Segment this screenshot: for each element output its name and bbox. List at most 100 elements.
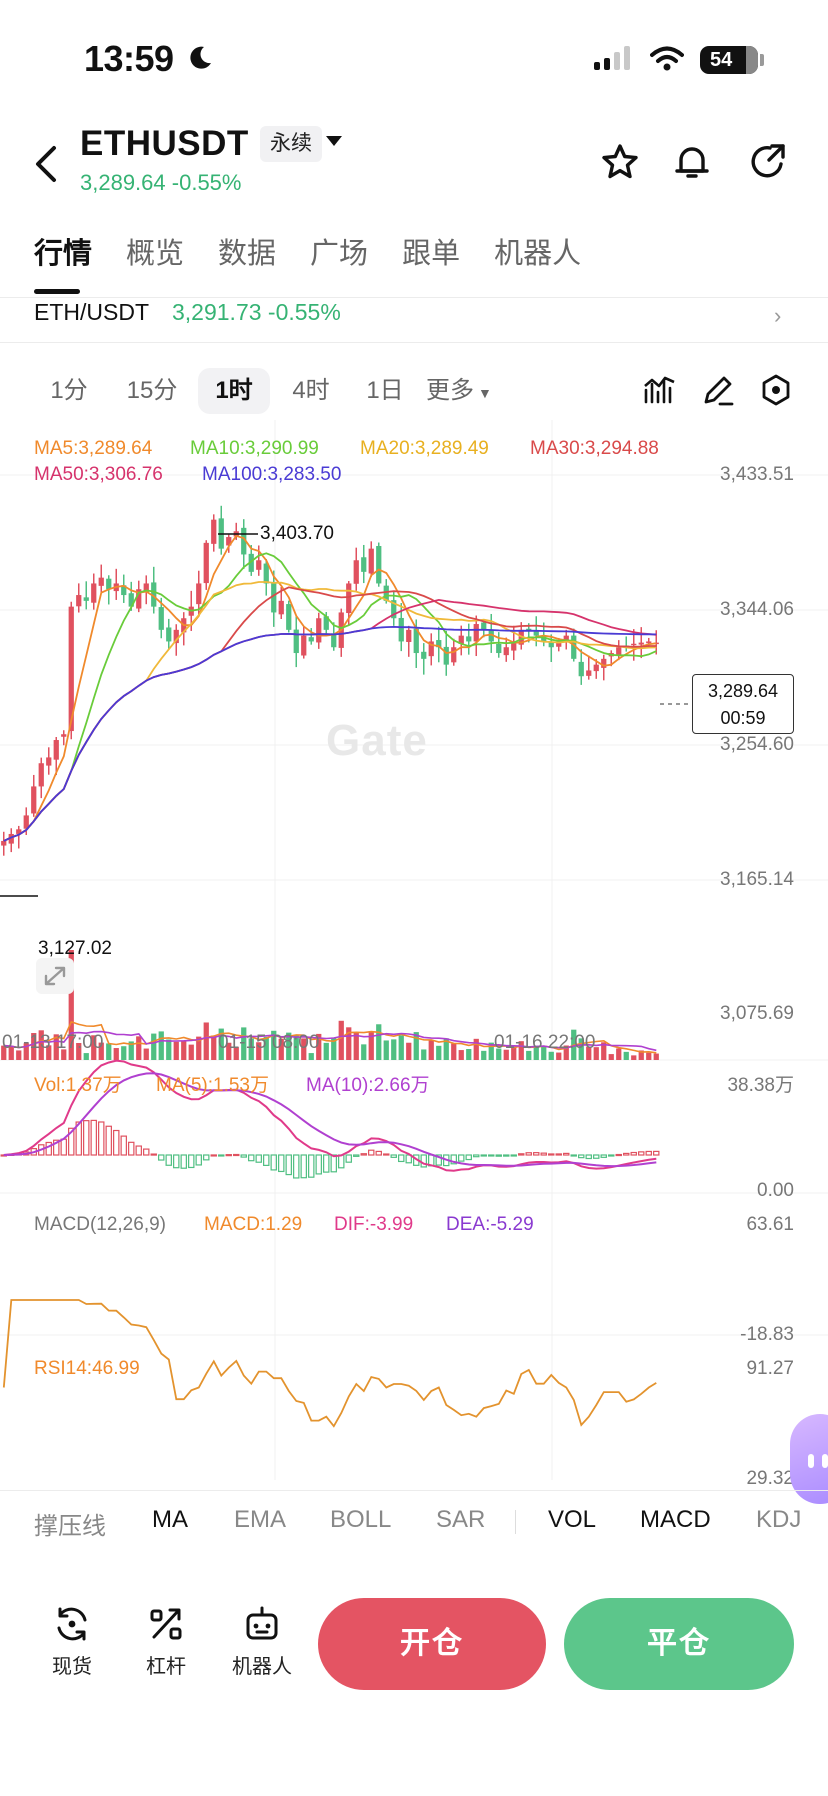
candle-body	[593, 664, 599, 672]
draw-pen-icon[interactable]	[700, 372, 736, 408]
main-tabs: 行情 概览 数据 广场 跟单 机器人	[34, 230, 581, 272]
candle-body	[91, 583, 97, 603]
share-icon[interactable]	[748, 142, 788, 182]
volume-bar	[391, 1039, 397, 1060]
candle-body	[406, 629, 412, 642]
indicator-support-resistance[interactable]: 撑压线	[34, 1513, 106, 1540]
candle-body	[556, 641, 562, 647]
rsi-max-label: 91.27	[746, 1358, 794, 1379]
tab-market[interactable]: 行情	[34, 238, 93, 270]
macd-bar	[645, 1150, 652, 1156]
candle-body	[541, 636, 547, 642]
close-position-button[interactable]: 平仓	[564, 1598, 794, 1690]
candle-body	[301, 635, 307, 656]
timeframe-1m[interactable]: 1分	[50, 377, 88, 404]
macd-bar	[518, 1153, 525, 1156]
candle-body	[631, 643, 637, 646]
indicator-macd[interactable]: MACD	[640, 1506, 711, 1533]
volume-bar	[421, 1049, 427, 1060]
tab-square[interactable]: 广场	[310, 238, 369, 270]
candle-body	[428, 641, 434, 657]
tab-data[interactable]: 数据	[218, 238, 277, 270]
high-price-annotation: 3,403.70	[260, 523, 334, 544]
leverage-nav-button[interactable]: 杠杆	[126, 1604, 206, 1679]
macd-bar	[45, 1141, 52, 1156]
candle-body	[286, 604, 292, 630]
macd-bar	[143, 1148, 150, 1156]
volume-bar	[638, 1050, 644, 1060]
indicator-ma[interactable]: MA	[152, 1506, 188, 1533]
spot-nav-button[interactable]: 现货	[32, 1604, 112, 1679]
candle-body	[638, 642, 644, 645]
candle-body	[488, 630, 494, 642]
symbol-title[interactable]: ETHUSDT	[80, 124, 249, 163]
volume-bar	[316, 1033, 322, 1060]
assistant-bubble[interactable]	[790, 1414, 828, 1504]
volume-bar	[608, 1054, 614, 1060]
star-icon[interactable]	[600, 142, 640, 182]
timeframe-1d[interactable]: 1日	[366, 377, 404, 404]
indicator-sar[interactable]: SAR	[436, 1506, 486, 1533]
volume-bar	[353, 1032, 359, 1060]
timeframe-1h[interactable]: 1时	[198, 368, 270, 414]
volume-bar	[143, 1048, 149, 1060]
volume-bar	[653, 1053, 659, 1060]
macd-bar	[248, 1154, 255, 1162]
macd-bar	[158, 1154, 165, 1161]
timeframe-4h[interactable]: 4时	[292, 377, 330, 404]
volume-bar	[98, 1042, 104, 1060]
volume-bar	[128, 1041, 134, 1060]
macd-bar	[533, 1152, 540, 1156]
tab-bots[interactable]: 机器人	[494, 238, 582, 270]
volume-bar	[593, 1047, 599, 1060]
timeframe-15m[interactable]: 15分	[126, 377, 178, 404]
volume-ma-lines	[3, 1020, 657, 1054]
macd-bar	[570, 1154, 577, 1157]
back-icon[interactable]	[30, 144, 64, 184]
tab-copy-trading[interactable]: 跟单	[402, 238, 461, 270]
chevron-down-icon[interactable]	[326, 136, 342, 146]
chevron-right-icon[interactable]: ›	[774, 303, 782, 328]
volume-bar	[166, 1039, 172, 1060]
candle-body	[226, 537, 232, 546]
volume-bar	[188, 1044, 194, 1060]
candle-body	[61, 734, 67, 737]
volume-bar	[323, 1042, 329, 1060]
volume-bar	[616, 1048, 622, 1060]
volume-bar	[563, 1045, 569, 1060]
indicator-chart-icon[interactable]	[642, 372, 678, 408]
bell-icon[interactable]	[672, 142, 712, 182]
bot-nav-button[interactable]: 机器人	[222, 1604, 302, 1679]
indicator-boll[interactable]: BOLL	[330, 1506, 392, 1533]
volume-bar	[443, 1038, 449, 1060]
indicator-kdj[interactable]: KDJ	[756, 1506, 802, 1533]
time-axis-label: 01-13 17:00	[2, 1032, 104, 1053]
spot-pair-change: -0.55%	[267, 299, 341, 325]
indicator-ema[interactable]: EMA	[234, 1506, 287, 1533]
volume-bar	[8, 1046, 14, 1060]
macd-bar	[98, 1121, 105, 1156]
tab-overview[interactable]: 概览	[126, 238, 185, 270]
header-change: -0.55%	[171, 170, 242, 195]
moon-icon	[190, 46, 211, 69]
indicator-vol[interactable]: VOL	[548, 1506, 597, 1533]
vol-min-label: 0.00	[757, 1180, 794, 1201]
open-position-button[interactable]: 开仓	[318, 1598, 546, 1690]
ma20-legend: MA20:3,289.49	[360, 438, 489, 459]
spot-pair-row[interactable]: ETH/USDT 3,291.73 -0.55% ›	[0, 295, 828, 345]
expand-icon[interactable]	[36, 958, 74, 994]
volume-bar	[91, 1035, 97, 1060]
kline-chart[interactable]	[0, 420, 828, 1490]
last-price-box: 3,289.64 00:59	[692, 674, 794, 734]
timeframe-more[interactable]: 更多 ▼	[426, 368, 508, 414]
candle-body	[293, 629, 299, 654]
candle-body	[563, 635, 569, 642]
candle-body	[443, 646, 449, 665]
volume-bar	[16, 1050, 22, 1060]
macd-bar	[203, 1154, 210, 1161]
macd-bar	[450, 1154, 457, 1165]
macd-title-legend: MACD(12,26,9)	[34, 1214, 166, 1235]
header: ETHUSDT 永续 3,289.64 -0.55%	[0, 110, 828, 210]
settings-hexagon-icon[interactable]	[758, 372, 794, 408]
contract-type-badge[interactable]: 永续	[260, 126, 322, 162]
